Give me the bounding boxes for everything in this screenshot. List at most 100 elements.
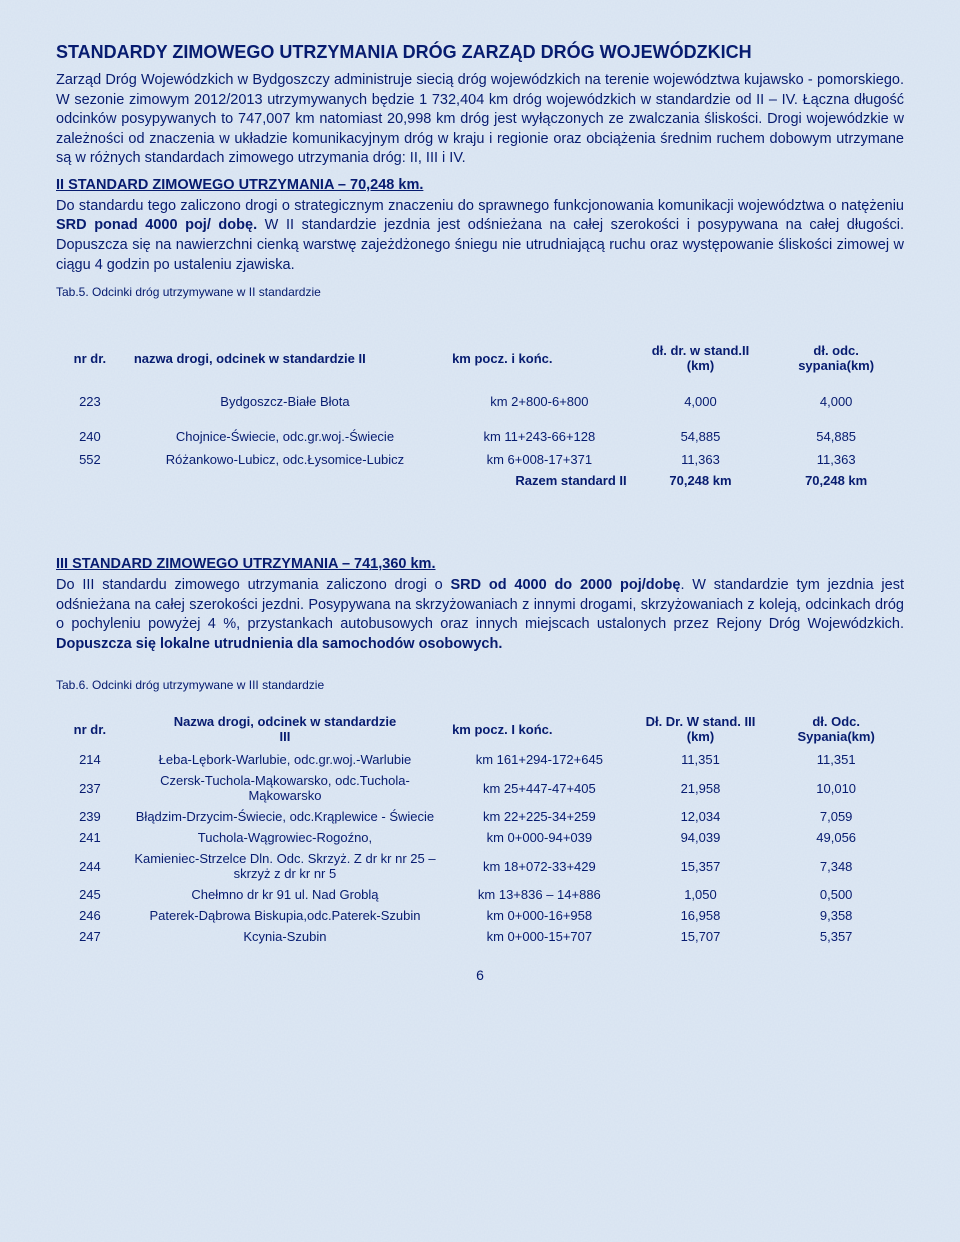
- t5-r0-nr: 223: [56, 378, 124, 414]
- paragraph-3: Do III standardu zimowego utrzymania zal…: [56, 576, 904, 654]
- t6-cell-d2: 9,358: [768, 905, 904, 926]
- t6-cell-km: km 13+836 – 14+886: [446, 884, 633, 905]
- t5-h-km: km pocz. i końc.: [446, 339, 633, 378]
- t6-cell-nr: 239: [56, 806, 124, 827]
- table5-caption: Tab.5. Odcinki dróg utrzymywane w II sta…: [56, 285, 904, 299]
- table6-caption: Tab.6. Odcinki dróg utrzymywane w III st…: [56, 678, 904, 692]
- document-page: STANDARDY ZIMOWEGO UTRZYMANIA DRÓG ZARZĄ…: [0, 0, 960, 1003]
- table-5-header-row: nr dr. nazwa drogi, odcinek w standardzi…: [56, 339, 904, 378]
- t6-h-name: Nazwa drogi, odcinek w standardzie III: [124, 710, 446, 749]
- t6-cell-name: Błądzim-Drzycim-Świecie, odc.Krąplewice …: [124, 806, 446, 827]
- t6-h-dl1b: (km): [687, 729, 714, 744]
- table-row: 247Kcynia-Szubinkm 0+000-15+70715,7075,3…: [56, 926, 904, 947]
- t5-razem-d2: 70,248 km: [768, 471, 904, 492]
- t6-h-nr: nr dr.: [56, 710, 124, 749]
- t6-cell-name: Łeba-Lębork-Warlubie, odc.gr.woj.-Warlub…: [124, 749, 446, 771]
- t6-cell-d1: 16,958: [633, 905, 769, 926]
- table-6: nr dr. Nazwa drogi, odcinek w standardzi…: [56, 710, 904, 947]
- t6-h-dl2b: Sypania(km): [797, 729, 874, 744]
- t6-cell-km: km 22+225-34+259: [446, 806, 633, 827]
- table-row: 239Błądzim-Drzycim-Świecie, odc.Krąplewi…: [56, 806, 904, 827]
- t6-cell-d2: 0,500: [768, 884, 904, 905]
- main-title: STANDARDY ZIMOWEGO UTRZYMANIA DRÓG ZARZĄ…: [56, 42, 904, 63]
- t6-cell-d2: 10,010: [768, 770, 904, 806]
- t5-r2-d2: 11,363: [768, 448, 904, 471]
- t6-cell-nr: 246: [56, 905, 124, 926]
- table-row: 245Chełmno dr kr 91 ul. Nad Grobląkm 13+…: [56, 884, 904, 905]
- t6-h-dl1a: Dł. Dr. W stand. III: [646, 714, 756, 729]
- t6-h-dl2a: dł. Odc.: [812, 714, 860, 729]
- t5-r2-name: Różankowo-Lubicz, odc.Łysomice-Lubicz: [124, 448, 446, 471]
- t5-r0-d2: 4,000: [768, 378, 904, 414]
- t6-cell-d1: 94,039: [633, 827, 769, 848]
- table-row: 552 Różankowo-Lubicz, odc.Łysomice-Lubic…: [56, 448, 904, 471]
- paragraph-1: Zarząd Dróg Wojewódzkich w Bydgoszczy ad…: [56, 71, 904, 169]
- t6-h-name-b: III: [280, 729, 291, 744]
- t5-h-dl2a: dł. odc.: [813, 343, 859, 358]
- t6-cell-nr: 245: [56, 884, 124, 905]
- t6-cell-d2: 7,348: [768, 848, 904, 884]
- t5-razem-label: Razem standard II: [446, 471, 633, 492]
- table-5: nr dr. nazwa drogi, odcinek w standardzi…: [56, 339, 904, 492]
- para2-part-a: Do standardu tego zaliczono drogi o stra…: [56, 198, 904, 214]
- paragraph-2: Do standardu tego zaliczono drogi o stra…: [56, 197, 904, 275]
- t5-r2-nr: 552: [56, 448, 124, 471]
- table-5-total-row: Razem standard II 70,248 km 70,248 km: [56, 471, 904, 492]
- t5-r1-d2: 54,885: [768, 413, 904, 448]
- t5-r0-d1: 4,000: [633, 378, 769, 414]
- t6-cell-d1: 1,050: [633, 884, 769, 905]
- t6-cell-km: km 0+000-16+958: [446, 905, 633, 926]
- para3-a: Do III standardu zimowego utrzymania zal…: [56, 577, 450, 593]
- t5-r1-km: km 11+243-66+128: [446, 413, 633, 448]
- table-row: 246Paterek-Dąbrowa Biskupia,odc.Paterek-…: [56, 905, 904, 926]
- t6-cell-nr: 237: [56, 770, 124, 806]
- table-row: 214Łeba-Lębork-Warlubie, odc.gr.woj.-War…: [56, 749, 904, 771]
- t6-cell-d1: 15,707: [633, 926, 769, 947]
- t5-r1-nr: 240: [56, 413, 124, 448]
- t5-h-dl2: dł. odc. sypania(km): [768, 339, 904, 378]
- standard-iii-title: III STANDARD ZIMOWEGO UTRZYMANIA – 741,3…: [56, 556, 904, 572]
- t6-cell-name: Czersk-Tuchola-Mąkowarsko, odc.Tuchola-M…: [124, 770, 446, 806]
- t5-h-name: nazwa drogi, odcinek w standardzie II: [124, 339, 446, 378]
- t6-cell-d1: 15,357: [633, 848, 769, 884]
- t5-r2-km: km 6+008-17+371: [446, 448, 633, 471]
- t6-cell-nr: 214: [56, 749, 124, 771]
- t5-h-dl1b: (km): [687, 358, 714, 373]
- t6-h-dl2: dł. Odc. Sypania(km): [768, 710, 904, 749]
- t5-r1-name: Chojnice-Świecie, odc.gr.woj.-Świecie: [124, 413, 446, 448]
- t6-cell-d1: 11,351: [633, 749, 769, 771]
- t5-h-dl2b: sypania(km): [798, 358, 874, 373]
- t6-cell-d2: 7,059: [768, 806, 904, 827]
- t6-cell-name: Kamieniec-Strzelce Dln. Odc. Skrzyż. Z d…: [124, 848, 446, 884]
- t6-cell-name: Chełmno dr kr 91 ul. Nad Groblą: [124, 884, 446, 905]
- t6-cell-name: Kcynia-Szubin: [124, 926, 446, 947]
- t5-razem-d1: 70,248 km: [633, 471, 769, 492]
- t6-cell-nr: 241: [56, 827, 124, 848]
- t6-cell-d1: 12,034: [633, 806, 769, 827]
- t6-cell-d2: 49,056: [768, 827, 904, 848]
- t5-h-dl1a: dł. dr. w stand.II: [652, 343, 750, 358]
- standard-ii-title: II STANDARD ZIMOWEGO UTRZYMANIA – 70,248…: [56, 177, 904, 193]
- table-row: 223 Bydgoszcz-Białe Błota km 2+800-6+800…: [56, 378, 904, 414]
- table-row: 240 Chojnice-Świecie, odc.gr.woj.-Świeci…: [56, 413, 904, 448]
- t5-h-nr: nr dr.: [56, 339, 124, 378]
- t6-cell-km: km 0+000-94+039: [446, 827, 633, 848]
- para2-bold: SRD ponad 4000 poj/ dobę.: [56, 217, 257, 233]
- t6-cell-d2: 11,351: [768, 749, 904, 771]
- para3-d: Dopuszcza się lokalne utrudnienia dla sa…: [56, 636, 502, 652]
- t5-r0-km: km 2+800-6+800: [446, 378, 633, 414]
- page-number: 6: [56, 967, 904, 983]
- t6-cell-name: Tuchola-Wągrowiec-Rogoźno,: [124, 827, 446, 848]
- table-row: 237Czersk-Tuchola-Mąkowarsko, odc.Tuchol…: [56, 770, 904, 806]
- t6-cell-nr: 244: [56, 848, 124, 884]
- t5-r0-name: Bydgoszcz-Białe Błota: [124, 378, 446, 414]
- t6-cell-km: km 18+072-33+429: [446, 848, 633, 884]
- table-row: 241Tuchola-Wągrowiec-Rogoźno,km 0+000-94…: [56, 827, 904, 848]
- t6-cell-d1: 21,958: [633, 770, 769, 806]
- table-6-header-row: nr dr. Nazwa drogi, odcinek w standardzi…: [56, 710, 904, 749]
- t6-cell-d2: 5,357: [768, 926, 904, 947]
- t6-cell-name: Paterek-Dąbrowa Biskupia,odc.Paterek-Szu…: [124, 905, 446, 926]
- t5-r2-d1: 11,363: [633, 448, 769, 471]
- t6-cell-km: km 0+000-15+707: [446, 926, 633, 947]
- table-row: 244Kamieniec-Strzelce Dln. Odc. Skrzyż. …: [56, 848, 904, 884]
